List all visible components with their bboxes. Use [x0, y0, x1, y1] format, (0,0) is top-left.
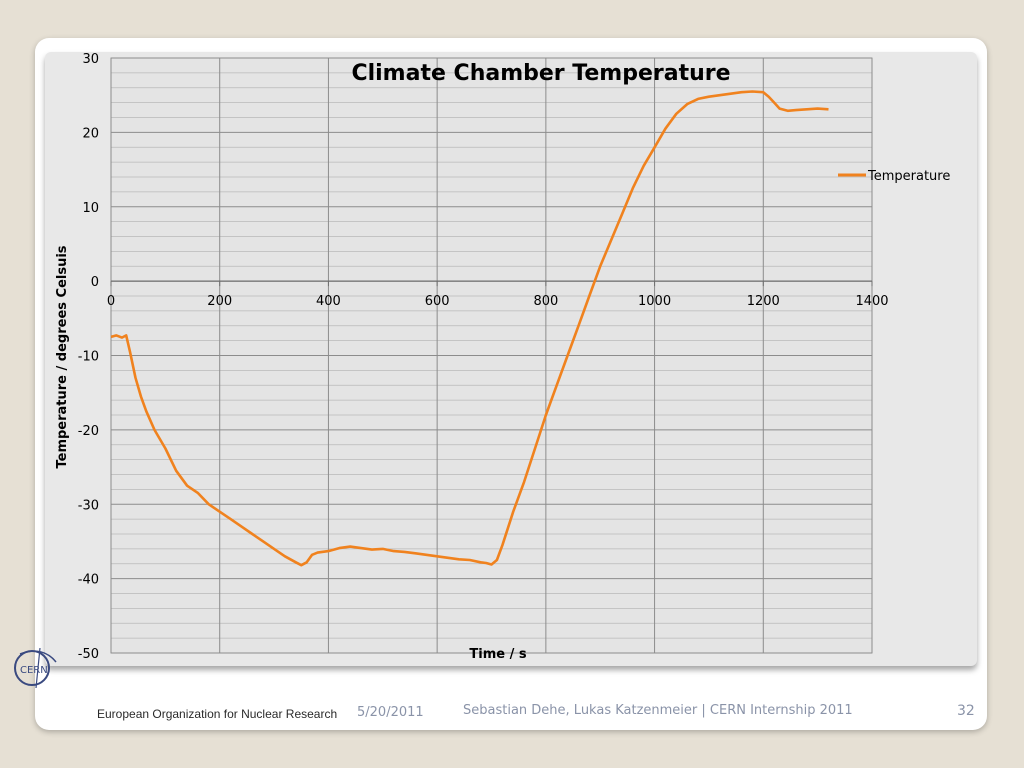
- x-tick-label: 800: [533, 294, 558, 309]
- footer-date: 5/20/2011: [357, 705, 424, 720]
- x-tick-label: 200: [207, 294, 232, 309]
- y-tick-label: -10: [78, 350, 99, 365]
- legend-label: Temperature: [867, 169, 950, 184]
- x-tick-label: 1200: [747, 294, 780, 309]
- y-tick-label: -30: [78, 498, 99, 513]
- grid: [110, 57, 873, 654]
- chart-title: Climate Chamber Temperature: [351, 61, 730, 86]
- cern-logo: CERN: [12, 642, 60, 694]
- page-number: 32: [957, 703, 975, 719]
- y-tick-label: -40: [78, 573, 99, 588]
- y-tick-label: 30: [82, 52, 99, 67]
- x-tick-label: 1400: [855, 294, 888, 309]
- logo-text: CERN: [20, 665, 48, 676]
- x-axis-label: Time / s: [469, 647, 526, 662]
- series-layer: [110, 90, 829, 567]
- y-tick-label: -20: [78, 424, 99, 439]
- organization-name: European Organization for Nuclear Resear…: [97, 707, 338, 721]
- x-tick-label: 600: [425, 294, 450, 309]
- x-tick-label: 1000: [638, 294, 671, 309]
- series-line-temperature: [110, 90, 829, 567]
- footer-authors: Sebastian Dehe, Lukas Katzenmeier | CERN…: [463, 703, 853, 718]
- tick-labels: 0 200 400 600 800 1000 1200 1400 30 20 10 0 -10 -20 -3…: [78, 52, 889, 662]
- y-tick-label: 10: [82, 201, 99, 216]
- legend: Temperature: [838, 169, 950, 184]
- y-axis-label: Temperature / degrees Celsuis: [55, 245, 70, 468]
- x-tick-label: 0: [107, 294, 115, 309]
- y-tick-label: 20: [82, 126, 99, 141]
- x-tick-label: 400: [316, 294, 341, 309]
- y-tick-label: -50: [78, 647, 99, 662]
- y-tick-label: 0: [91, 275, 99, 290]
